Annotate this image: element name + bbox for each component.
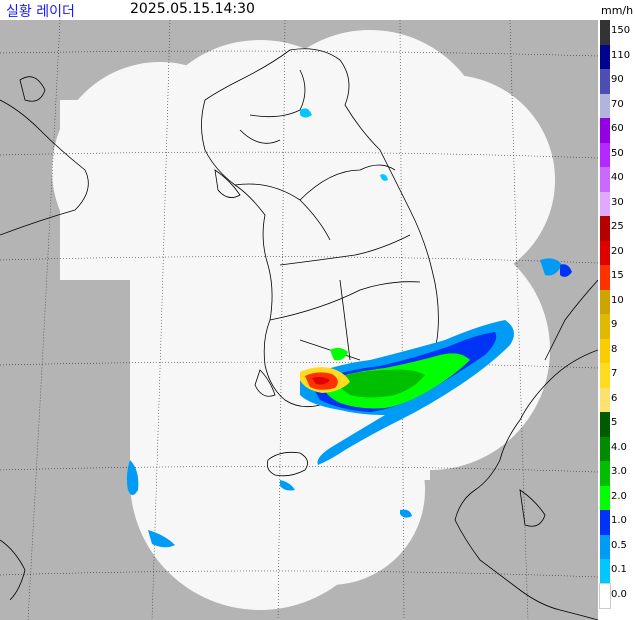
map-title: 실황 레이더	[6, 4, 75, 20]
legend-label: 25	[611, 221, 624, 232]
legend-swatch	[600, 20, 610, 45]
precipitation-echoes	[126, 108, 572, 548]
legend-label: 2.0	[611, 490, 627, 502]
legend-swatch	[600, 118, 610, 143]
legend-label: 9	[611, 319, 618, 330]
legend-label: 4.0	[611, 441, 627, 453]
legend-label: 5	[611, 417, 618, 428]
timestamp: 2025.05.15.14:30	[130, 1, 255, 17]
legend-swatch	[600, 167, 610, 192]
legend-label: 20	[611, 245, 624, 257]
legend-label: 30	[611, 196, 624, 208]
legend-swatch	[600, 265, 610, 290]
legend-swatch	[600, 461, 610, 486]
legend-swatch	[600, 363, 610, 388]
legend-swatch	[600, 510, 610, 535]
legend-swatch	[600, 240, 610, 265]
legend-swatch	[600, 69, 610, 94]
legend-label: 0.0	[611, 588, 627, 600]
legend-swatch	[600, 93, 610, 118]
lat-lon-grid	[0, 20, 598, 620]
legend-swatch	[600, 314, 610, 339]
legend-label: 150	[611, 25, 631, 36]
header: 실황 레이더 2025.05.15.14:30 mm/h	[0, 0, 635, 20]
legend-swatch	[600, 412, 610, 437]
legend-swatch	[600, 191, 610, 216]
precipitation-legend: 150 110 90 70 60 50 40 30 25 20 15 10 9 8 7 6 5 4.0 3.0 2.0…	[598, 20, 635, 609]
radar-map[interactable]	[0, 20, 598, 620]
legend-label: 90	[611, 74, 624, 85]
legend-label: 8	[611, 343, 618, 355]
legend-label: 40	[611, 172, 624, 183]
legend-label: 70	[611, 98, 624, 110]
legend-label: 3.0	[611, 466, 627, 477]
legend-swatch	[600, 216, 610, 241]
legend-label: 10	[611, 294, 624, 306]
legend-label: 6	[611, 392, 618, 404]
legend-swatch	[600, 338, 610, 363]
legend-label: 0.1	[611, 564, 627, 575]
legend-label: 60	[611, 123, 624, 134]
unit-label: mm/h	[601, 4, 634, 17]
legend-swatch	[600, 436, 610, 461]
legend-swatch	[600, 387, 610, 412]
legend-label: 110	[611, 49, 631, 61]
legend-label: 1.0	[611, 515, 627, 526]
legend-label: 7	[611, 368, 618, 379]
legend-swatch	[600, 44, 610, 69]
legend-swatch	[600, 485, 610, 510]
legend-swatch	[600, 142, 610, 167]
legend-label: 0.5	[611, 539, 627, 551]
legend-label: 50	[611, 147, 624, 159]
legend-swatch	[600, 289, 610, 314]
legend-swatch	[599, 582, 611, 609]
legend-label: 15	[611, 270, 624, 281]
legend-swatch	[600, 534, 610, 559]
legend-swatch	[600, 559, 610, 584]
